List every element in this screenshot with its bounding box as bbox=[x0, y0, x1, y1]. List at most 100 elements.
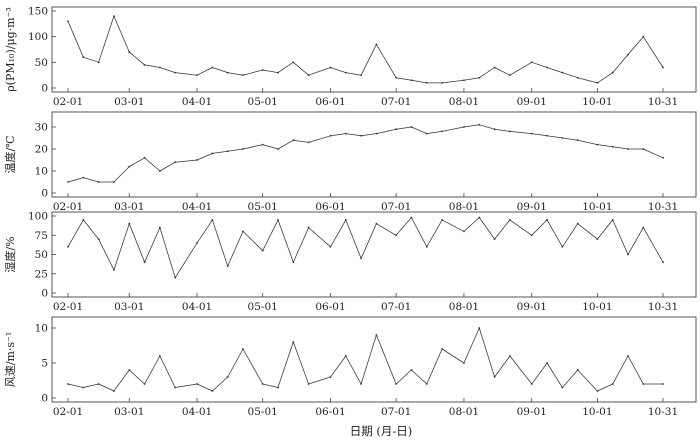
data-point bbox=[395, 383, 398, 385]
y-tick-label: 30 bbox=[35, 122, 48, 134]
data-point bbox=[128, 51, 131, 53]
x-tick-label: 08-01 bbox=[449, 201, 479, 213]
x-tick-label: 06-01 bbox=[315, 201, 345, 213]
y-tick-label: 10 bbox=[35, 323, 48, 335]
series-line bbox=[67, 217, 664, 278]
data-point bbox=[576, 76, 579, 79]
data-point bbox=[226, 376, 229, 378]
data-point bbox=[441, 130, 443, 133]
data-point bbox=[226, 150, 229, 153]
data-point bbox=[611, 145, 614, 148]
y-tick-label: 75 bbox=[35, 230, 48, 242]
data-point bbox=[576, 222, 579, 225]
x-tick-label: 05-01 bbox=[248, 406, 278, 418]
data-point bbox=[360, 74, 363, 77]
data-point bbox=[242, 74, 244, 77]
data-point bbox=[410, 126, 413, 128]
x-tick-label: 08-01 bbox=[449, 96, 479, 108]
data-point bbox=[360, 134, 363, 137]
data-point bbox=[344, 71, 347, 74]
data-point bbox=[493, 238, 496, 241]
data-point bbox=[463, 230, 465, 233]
x-tick-label: 10-01 bbox=[582, 406, 612, 418]
data-point bbox=[561, 386, 564, 389]
series-line bbox=[67, 15, 664, 84]
x-tick-label: 07-01 bbox=[381, 406, 411, 418]
data-point bbox=[546, 362, 548, 364]
x-tick-label: 05-01 bbox=[248, 201, 278, 213]
data-point bbox=[67, 383, 69, 385]
data-point bbox=[113, 390, 115, 392]
data-point bbox=[395, 234, 398, 237]
x-tick-label: 02-01 bbox=[53, 96, 83, 108]
data-point bbox=[360, 383, 363, 385]
y-tick-label: 100 bbox=[28, 31, 48, 43]
x-tick-label: 06-01 bbox=[315, 301, 345, 313]
data-point bbox=[158, 226, 161, 229]
data-point bbox=[375, 334, 378, 336]
data-point bbox=[530, 132, 533, 135]
data-point bbox=[478, 216, 481, 219]
plot-frame bbox=[51, 316, 697, 403]
data-point bbox=[375, 43, 378, 46]
data-point bbox=[410, 79, 413, 82]
data-point bbox=[441, 348, 443, 350]
data-point bbox=[174, 161, 177, 164]
y-tick-label: 100 bbox=[28, 211, 48, 223]
data-point bbox=[307, 383, 310, 385]
data-point bbox=[546, 218, 548, 221]
data-point bbox=[196, 383, 198, 385]
data-point bbox=[174, 71, 177, 74]
data-point bbox=[128, 369, 131, 371]
y-axis-label: 风速/m·s⁻¹ bbox=[4, 332, 17, 388]
data-point bbox=[375, 222, 378, 225]
data-point bbox=[561, 71, 564, 74]
y-tick-label: 150 bbox=[28, 6, 48, 18]
data-point bbox=[662, 383, 664, 385]
data-point bbox=[425, 81, 428, 84]
x-tick-label: 04-01 bbox=[182, 96, 212, 108]
x-tick-label: 06-01 bbox=[315, 406, 345, 418]
data-point bbox=[576, 369, 579, 371]
panel-2: 0 10 20 30 02-01 03-01 04-01 05-01 06-01 07-01 08-… bbox=[3, 111, 697, 213]
data-point bbox=[530, 234, 533, 237]
x-tick-label: 05-01 bbox=[248, 96, 278, 108]
data-point bbox=[611, 383, 614, 385]
data-point bbox=[211, 152, 214, 155]
data-point bbox=[329, 134, 332, 137]
data-point bbox=[211, 218, 214, 221]
data-point bbox=[508, 218, 511, 221]
data-point bbox=[596, 390, 599, 392]
data-point bbox=[113, 269, 115, 271]
data-point bbox=[242, 230, 244, 233]
data-point bbox=[344, 218, 347, 221]
y-tick-label: 0 bbox=[41, 188, 48, 200]
data-point bbox=[441, 81, 443, 84]
data-point bbox=[82, 218, 85, 221]
data-point bbox=[143, 156, 146, 159]
data-point bbox=[611, 218, 614, 221]
data-point bbox=[226, 71, 229, 74]
data-point bbox=[261, 143, 264, 146]
x-tick-label: 09-01 bbox=[517, 301, 547, 313]
data-point bbox=[292, 261, 295, 264]
data-point bbox=[425, 383, 428, 385]
data-point bbox=[82, 386, 85, 389]
data-point bbox=[478, 327, 481, 329]
y-axis-label: ρ(PM₁₀)/μg·m⁻³ bbox=[4, 7, 17, 92]
data-point bbox=[261, 383, 264, 385]
data-point bbox=[67, 245, 69, 248]
data-point bbox=[530, 61, 533, 64]
data-point bbox=[441, 218, 443, 221]
data-point bbox=[596, 238, 599, 241]
x-tick-label: 05-01 bbox=[248, 301, 278, 313]
x-tick-label: 10-31 bbox=[648, 96, 678, 108]
y-tick-label: 0 bbox=[41, 83, 48, 95]
x-tick-label: 08-01 bbox=[449, 406, 479, 418]
data-point bbox=[596, 81, 599, 84]
data-point bbox=[307, 226, 310, 229]
y-tick-label: 0 bbox=[41, 288, 48, 300]
data-point bbox=[642, 383, 645, 385]
data-point bbox=[242, 348, 244, 350]
data-point bbox=[508, 355, 511, 357]
